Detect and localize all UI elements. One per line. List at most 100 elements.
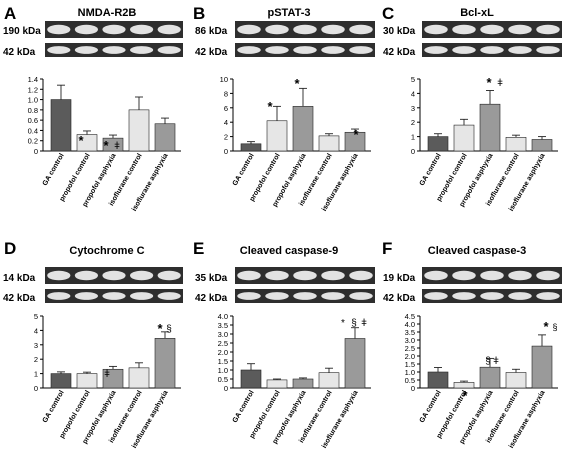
actin-blot-band — [47, 292, 71, 300]
y-tick-label: 4 — [411, 89, 415, 98]
target-blot-band — [157, 270, 181, 281]
annotation-section: § — [485, 356, 491, 367]
annotation-double-dagger: ǂ — [104, 369, 110, 380]
annotation-double-dagger: ǂ — [497, 78, 503, 89]
bar — [266, 379, 288, 389]
actin-blot-band — [508, 46, 532, 54]
category-label: GA control — [232, 152, 256, 187]
target-blot-band — [480, 24, 504, 35]
category-label: GA control — [419, 152, 443, 187]
blot-label-target-a: 190 kDa — [3, 26, 41, 37]
blot-label-actin-f: 42 kDa — [383, 293, 416, 304]
actin-blot-band — [74, 292, 98, 300]
bar — [318, 135, 340, 152]
target-blot-band — [536, 270, 560, 281]
bar — [505, 372, 527, 389]
y-tick-label: 5 — [34, 312, 38, 321]
annotation-double-dagger: ǂ — [114, 141, 120, 152]
target-blot-band — [424, 270, 448, 281]
target-blot-band — [265, 270, 289, 281]
panel-letter-a: A — [4, 4, 16, 23]
panel-letter-c: C — [382, 4, 394, 23]
actin-blot-band — [293, 292, 317, 300]
y-tick-label: 0.2 — [28, 137, 38, 146]
target-blot-band — [47, 24, 71, 35]
y-tick-label: 3.0 — [405, 336, 415, 345]
actin-blot-band — [265, 46, 289, 54]
annotation-star: * — [353, 127, 359, 142]
western-blot-a — [45, 21, 183, 57]
y-tick-label: 1.0 — [28, 96, 38, 105]
y-tick-label: 1.5 — [218, 357, 228, 366]
y-tick-label: 2 — [224, 133, 228, 142]
actin-blot-band — [349, 46, 373, 54]
y-tick-label: 0 — [34, 147, 38, 156]
panel-title-a: NMDA-R2B — [78, 7, 137, 19]
actin-blot-band — [47, 46, 71, 54]
category-label: GA control — [232, 389, 256, 424]
actin-blot-band — [349, 292, 373, 300]
bar-chart-f: 00.51.01.52.02.53.03.54.04.5GA controlpr… — [405, 312, 558, 450]
target-blot-band — [452, 24, 476, 35]
bar — [318, 372, 340, 389]
blot-label-target-f: 19 kDa — [383, 273, 416, 284]
bar — [154, 338, 176, 389]
actin-blot-band — [536, 292, 560, 300]
target-blot-band — [265, 24, 289, 35]
annotation-star: * — [462, 388, 468, 403]
annotation-double-dagger: ǂ — [493, 356, 499, 367]
y-tick-label: 3.5 — [218, 321, 228, 330]
target-blot-band — [237, 24, 261, 35]
bar — [76, 373, 98, 389]
actin-blot-band — [424, 292, 448, 300]
y-tick-label: 1.0 — [218, 366, 228, 375]
y-tick-label: 8 — [224, 89, 228, 98]
y-tick-label: 10 — [220, 75, 228, 84]
y-tick-label: 3 — [34, 341, 38, 350]
target-blot-band — [480, 270, 504, 281]
actin-blot-band — [424, 46, 448, 54]
y-tick-label: 0.5 — [218, 375, 228, 384]
actin-blot-band — [508, 292, 532, 300]
actin-blot-band — [321, 292, 345, 300]
panel-d: D Cytochrome C 14 kDa 42 kDa 0 1 2 3 4 5 GA co… — [3, 239, 183, 450]
y-tick-label: 1.0 — [405, 368, 415, 377]
actin-blot-band — [293, 46, 317, 54]
annotation-double-dagger: ǂ — [361, 318, 367, 329]
bar — [128, 109, 150, 152]
actin-blot-band — [452, 46, 476, 54]
western-blot-b — [235, 21, 375, 57]
actin-blot-band — [536, 46, 560, 54]
category-label: GA control — [419, 389, 443, 424]
panel-letter-e: E — [193, 239, 204, 258]
target-blot-band — [102, 270, 126, 281]
bar — [240, 369, 262, 389]
actin-blot-band — [157, 292, 181, 300]
blot-label-target-b: 86 kDa — [195, 26, 228, 37]
y-tick-label: 0.4 — [28, 126, 38, 135]
y-tick-label: 2 — [34, 355, 38, 364]
y-tick-label: 0.5 — [405, 376, 415, 385]
y-tick-label: 1.2 — [28, 85, 38, 94]
actin-blot-band — [321, 46, 345, 54]
y-tick-label: 6 — [224, 104, 228, 113]
bar — [128, 367, 150, 389]
y-tick-label: 3 — [411, 104, 415, 113]
western-blot-e — [235, 267, 375, 303]
y-tick-label: 4 — [34, 326, 38, 335]
bar — [479, 103, 501, 152]
panel-a: A NMDA-R2B 190 kDa 42 kDa 00.20.40.60.81… — [3, 4, 183, 213]
annotation-star: * — [78, 133, 84, 148]
actin-blot-band — [265, 292, 289, 300]
annotation-star: * — [267, 99, 273, 114]
western-blot-d — [45, 267, 183, 303]
bar — [453, 124, 475, 152]
bar — [154, 123, 176, 152]
y-tick-label: 1 — [411, 133, 415, 142]
y-tick-label: 0.6 — [28, 116, 38, 125]
y-tick-label: 0 — [411, 147, 415, 156]
actin-blot-band — [130, 46, 154, 54]
panel-title-d: Cytochrome C — [69, 245, 144, 257]
